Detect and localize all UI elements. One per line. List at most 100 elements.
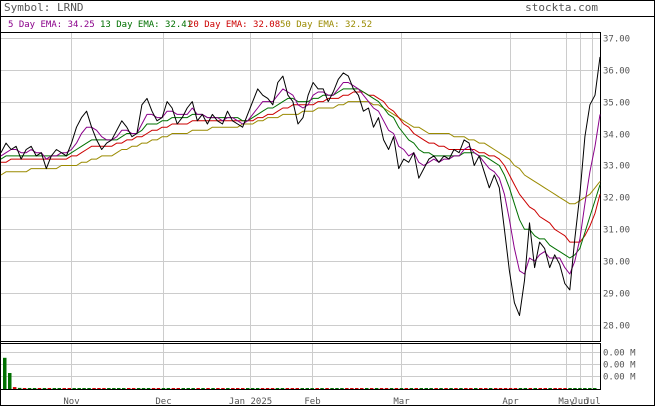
volume-bar xyxy=(335,388,339,389)
volume-bar xyxy=(414,388,418,389)
volume-bar xyxy=(543,388,547,389)
x-tick-label: Jun xyxy=(572,397,588,406)
volume-bar xyxy=(136,388,141,389)
y-tick-label: 36.00 xyxy=(603,67,630,77)
series-line-price xyxy=(0,56,601,316)
volume-bar xyxy=(37,388,42,389)
volume-bar xyxy=(265,388,270,389)
volume-bar xyxy=(518,388,523,389)
y-tick-label: 35.00 xyxy=(603,99,630,109)
volume-bar xyxy=(315,388,319,389)
volume-bar xyxy=(508,388,513,389)
y-tick-label: 31.00 xyxy=(603,226,630,236)
volume-bar xyxy=(151,388,156,389)
volume-bar xyxy=(236,388,240,389)
volume-bar xyxy=(454,388,458,389)
volume-bar xyxy=(166,388,171,389)
volume-bar xyxy=(52,388,57,389)
volume-bars xyxy=(3,357,597,389)
y-tick-label: 30.00 xyxy=(603,258,630,268)
volume-bar xyxy=(67,388,71,389)
volume-bar xyxy=(32,388,37,389)
volume-bar xyxy=(493,388,498,389)
volume-bar xyxy=(211,388,215,389)
volume-bar xyxy=(513,388,518,389)
volume-bar xyxy=(57,388,61,389)
volume-bar xyxy=(107,388,111,389)
volume-bar xyxy=(97,388,101,389)
volume-bar xyxy=(439,388,443,389)
volume-bar xyxy=(498,388,503,389)
volume-bar xyxy=(474,388,478,389)
volume-bar xyxy=(424,388,428,389)
volume-bar xyxy=(3,357,7,389)
volume-bar xyxy=(290,388,295,389)
volume-bar xyxy=(325,388,329,389)
volume-bar xyxy=(77,388,81,389)
y-tick-label: 29.00 xyxy=(603,290,630,300)
volume-bar xyxy=(171,388,176,389)
volume-bar xyxy=(141,388,146,389)
volume-bar xyxy=(355,388,359,389)
volume-bar xyxy=(201,388,205,389)
volume-bar xyxy=(260,388,265,389)
volume-bar xyxy=(558,388,562,389)
volume-bar xyxy=(389,388,394,389)
y-tick-label: 32.00 xyxy=(603,194,630,204)
y-tick-label: 34.00 xyxy=(603,131,630,141)
x-tick-label: Dec xyxy=(155,397,171,406)
volume-bar xyxy=(523,388,528,389)
volume-bar xyxy=(488,388,493,389)
volume-bar xyxy=(429,388,433,389)
volume-bar xyxy=(146,388,151,389)
volume-bar xyxy=(300,388,304,389)
volume-bar xyxy=(221,388,225,389)
volume-bar xyxy=(464,388,468,389)
vol-tick-label: 0.00 M xyxy=(603,361,636,371)
volume-bar xyxy=(255,388,260,389)
series-line-20-day-ema xyxy=(1,91,601,243)
volume-bar xyxy=(538,388,542,389)
volume-bar xyxy=(369,388,374,389)
volume-bar xyxy=(42,388,47,389)
volume-bar xyxy=(22,388,27,389)
volume-bar xyxy=(419,388,423,389)
x-tick-label: Feb xyxy=(304,397,320,406)
volume-bar xyxy=(131,388,136,389)
volume-bar xyxy=(112,388,116,389)
x-tick-label: Nov xyxy=(63,397,79,406)
vol-tick-label: 0.00 M xyxy=(603,349,636,359)
volume-bar xyxy=(469,388,473,389)
volume-bar xyxy=(345,388,349,389)
volume-bar xyxy=(231,388,235,389)
volume-grid xyxy=(1,344,600,389)
volume-bar xyxy=(479,388,483,389)
legend-ema20: 20 Day EMA: 32.08 xyxy=(188,20,280,30)
volume-bar xyxy=(444,388,448,389)
volume-bar xyxy=(122,388,126,389)
y-tick-label: 28.00 xyxy=(603,322,630,332)
volume-bar xyxy=(12,387,17,389)
volume-bar xyxy=(409,388,414,389)
volume-bar xyxy=(226,388,230,389)
volume-bar xyxy=(102,388,106,389)
volume-bar xyxy=(379,388,384,389)
volume-bar xyxy=(186,388,190,389)
volume-bar xyxy=(340,388,344,389)
volume-bar xyxy=(62,388,66,389)
x-tick-label: Jul xyxy=(584,397,600,406)
volume-bar xyxy=(374,388,379,389)
volume-bar xyxy=(280,388,285,389)
symbol-title: Symbol: LRND xyxy=(4,1,83,14)
volume-bar xyxy=(156,388,161,389)
volume-bar xyxy=(72,388,76,389)
volume-bar xyxy=(533,388,537,389)
price-axis: 28.00 29.00 30.00 31.00 32.00 33.00 34.00 35.00… xyxy=(603,35,630,332)
site-watermark: stockta.com xyxy=(525,1,598,14)
volume-bar xyxy=(553,388,557,389)
y-tick-label: 33.00 xyxy=(603,162,630,172)
volume-bar xyxy=(459,388,463,389)
volume-bar xyxy=(127,388,131,389)
volume-bar xyxy=(578,388,582,389)
volume-bar xyxy=(320,388,324,389)
